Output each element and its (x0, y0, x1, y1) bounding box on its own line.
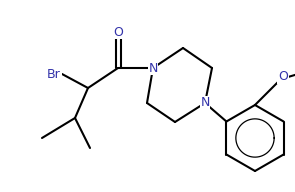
Text: O: O (278, 70, 288, 84)
Text: N: N (148, 61, 158, 74)
Text: O: O (113, 26, 123, 39)
Text: Br: Br (47, 68, 61, 80)
Text: N: N (200, 97, 210, 109)
